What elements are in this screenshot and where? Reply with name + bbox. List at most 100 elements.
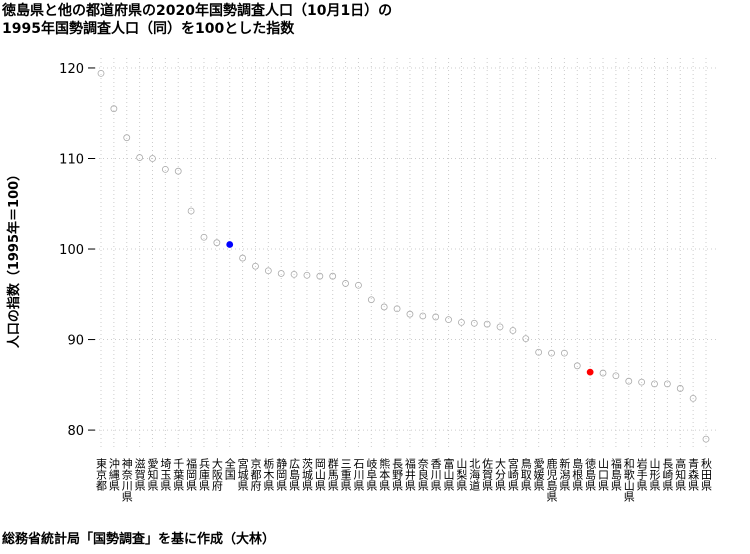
point [612,372,620,380]
x-tick-label: 福島県 [609,457,622,492]
x-tick-label: 山形県 [648,458,661,492]
point [535,348,543,356]
point [689,394,697,402]
x-tick-label: 長野県 [391,458,404,492]
point [380,303,388,311]
point [149,155,156,162]
x-tick-label: 和歌山県 [622,458,635,503]
point [342,280,349,287]
x-tick-label: 兵庫県 [197,458,210,492]
x-tick-label: 神奈川県 [120,457,133,503]
point [522,335,530,343]
point [483,320,491,328]
x-tick-label: 熊本県 [378,457,391,492]
point [625,377,633,385]
point [277,270,285,277]
x-tick-label: 高知県 [674,457,687,492]
point [599,369,607,377]
x-tick-label: 埼玉県 [159,457,172,492]
point [316,272,324,280]
point [226,241,234,248]
x-tick-label: 秋田県 [700,457,713,492]
point [174,167,182,175]
x-tick-label: 鹿児島県 [545,457,558,503]
x-tick-label: 佐賀県 [481,457,494,492]
x-tick-label: 山口県 [597,458,610,492]
point [419,312,427,320]
x-tick-label: 全国 [223,457,236,481]
x-tick-label: 北海道 [468,458,481,491]
x-tick-label: 広島県 [288,458,301,492]
x-tick-label: 滋賀県 [133,458,146,492]
y-tick-label: 110 [59,152,84,167]
x-tick-label: 静岡県 [275,457,288,492]
x-tick-label: 新潟県 [558,457,571,492]
point [432,313,440,321]
point [290,270,298,278]
caption: 総務省統計局「国勢調査」を基に作成（大林） [2,531,275,547]
x-tick-label: 大分県 [494,457,507,492]
point [393,305,401,313]
point [187,207,195,215]
point [509,327,517,334]
chart-title: 1995年国勢調査人口（同）を100とした指数 [2,20,295,37]
y-tick-label: 90 [67,334,84,349]
x-tick-label: 香川県 [429,458,442,492]
point [445,316,452,324]
x-tick-label: 東京都 [95,458,108,491]
point [161,165,169,173]
point [638,378,646,386]
point [663,380,671,388]
x-tick-label: 福岡県 [185,457,198,492]
point [458,318,465,326]
x-tick-label: 徳島県 [584,458,597,492]
x-tick-label: 愛知県 [146,458,159,492]
point [470,319,478,327]
x-tick-label: 茨城県 [300,457,313,492]
x-tick-label: 群馬県 [326,457,339,492]
point [496,323,504,331]
x-tick-label: 山梨県 [455,458,468,492]
x-tick-label: 栃木県 [262,457,275,492]
point [355,281,362,289]
point [123,134,131,142]
x-tick-label: 青森県 [687,458,700,492]
chart-title: 徳島県と他の都道府県の2020年国勢調査人口（10月1日）の [1,2,392,19]
x-tick-label: 福井県 [403,457,416,492]
point [110,105,118,113]
point [239,254,246,262]
x-tick-label: 岡山県 [313,458,326,492]
x-tick-label: 愛媛県 [532,458,545,492]
point [676,385,684,392]
x-tick-label: 長崎県 [661,458,674,492]
x-tick-label: 大阪府 [210,457,223,492]
x-tick-label: 宮崎県 [506,457,519,492]
x-tick-label: 鳥取県 [519,457,532,492]
point [367,296,375,304]
y-tick-label: 120 [59,62,84,77]
x-tick-label: 千葉県 [172,458,185,492]
y-axis-label: 人口の指数（1995年＝100） [6,168,22,348]
y-tick-label: 100 [59,243,84,258]
y-tick-label: 80 [67,424,84,439]
point [97,69,105,77]
point [329,272,337,280]
point [573,362,581,370]
point [561,349,568,357]
point [252,262,259,270]
point [303,271,311,279]
x-tick-label: 三重県 [339,458,352,492]
x-tick-label: 石川県 [352,458,365,492]
x-tick-label: 奈良県 [416,457,429,492]
x-tick-label: 沖縄県 [107,458,120,492]
point [264,267,272,275]
point [702,435,710,443]
point [136,154,144,161]
point [406,310,414,318]
x-tick-label: 京都府 [249,457,262,492]
point [586,368,594,376]
point [548,349,555,357]
point [213,239,221,247]
x-tick-label: 岐阜県 [365,458,378,492]
x-tick-label: 島根県 [571,457,584,492]
